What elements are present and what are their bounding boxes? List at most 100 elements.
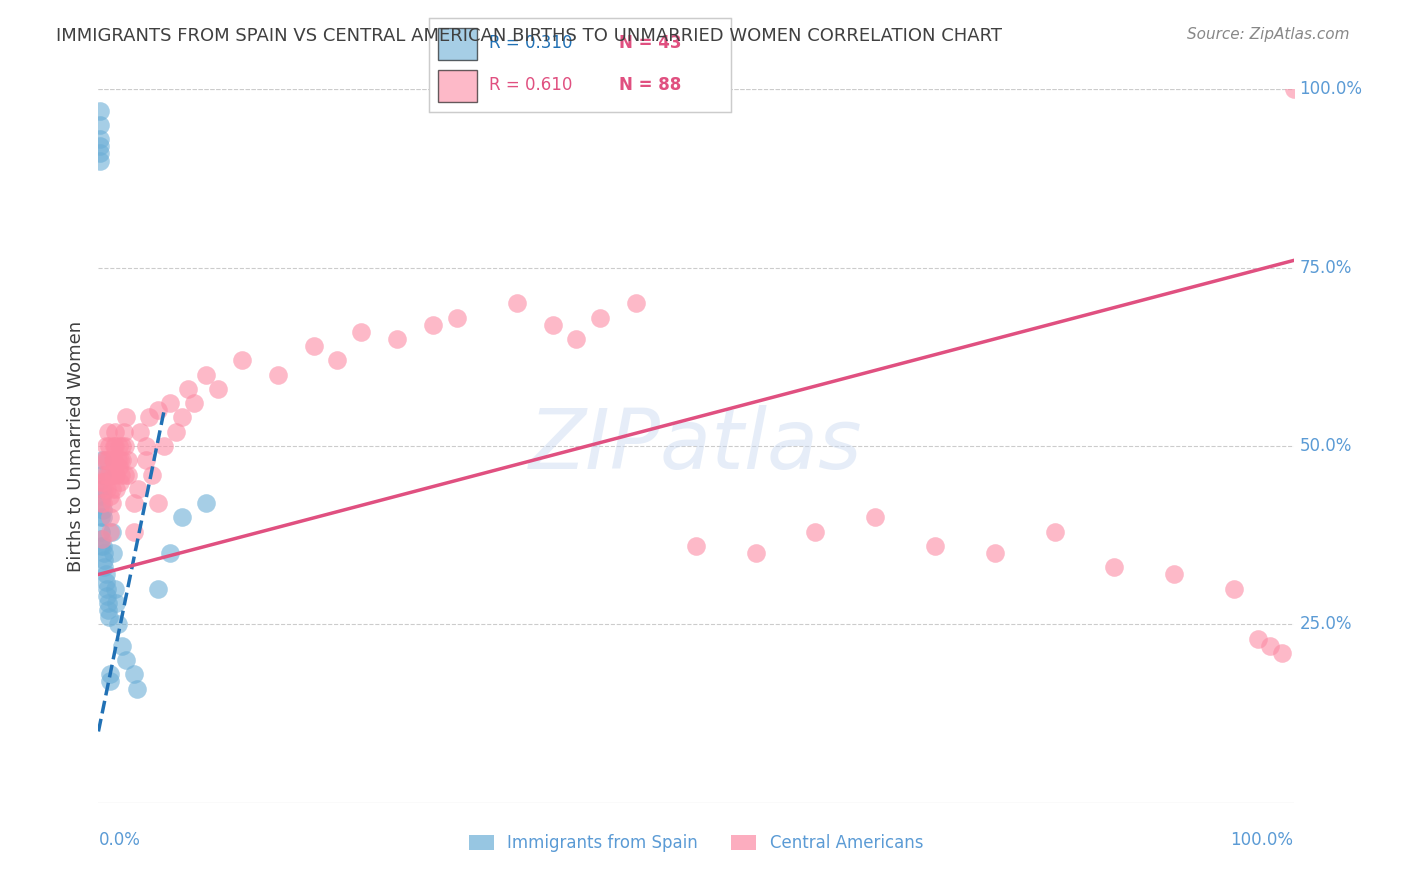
Point [101,453,124,467]
Text: IMMIGRANTS FROM SPAIN VS CENTRAL AMERICAN BIRTHS TO UNMARRIED WOMEN CORRELATION : IMMIGRANTS FROM SPAIN VS CENTRAL AMERICA… [56,27,1002,45]
Point [100,482,122,496]
Point [104,582,127,596]
Point [165,425,187,439]
Point [302,339,325,353]
Point [124,667,146,681]
Point [101,467,124,482]
Point [626,296,648,310]
Point [1104,560,1126,574]
Point [98,467,121,482]
Point [1282,82,1305,96]
Point [89,153,111,168]
Legend: Immigrants from Spain, Central Americans: Immigrants from Spain, Central Americans [463,828,929,859]
Point [98,510,122,524]
Point [91,453,114,467]
Point [141,467,163,482]
Point [90,539,112,553]
Point [422,318,444,332]
Point [96,482,118,496]
Point [110,467,132,482]
FancyBboxPatch shape [437,29,477,60]
Point [117,467,139,482]
Point [108,453,131,467]
Text: 25.0%: 25.0% [1299,615,1353,633]
Point [105,482,128,496]
Point [89,132,111,146]
Text: 0.0%: 0.0% [98,831,141,849]
Point [115,653,138,667]
Point [385,332,409,346]
Point [446,310,468,325]
Point [138,410,160,425]
Point [195,368,218,382]
Point [541,318,564,332]
Point [1258,639,1281,653]
Text: 50.0%: 50.0% [1299,437,1353,455]
Point [93,553,115,567]
Point [103,453,125,467]
Point [98,524,122,539]
Point [98,674,122,689]
Point [177,382,200,396]
Point [91,503,114,517]
Text: 100.0%: 100.0% [1230,831,1294,849]
Point [94,567,117,582]
Point [112,425,135,439]
Point [172,410,194,425]
Point [127,482,149,496]
Point [159,396,181,410]
Point [91,496,114,510]
Point [231,353,253,368]
Point [91,475,114,489]
Point [195,496,218,510]
Point [89,139,111,153]
Point [745,546,768,560]
Point [100,496,122,510]
Point [124,496,146,510]
Point [94,453,117,467]
Point [984,546,1007,560]
Point [115,410,138,425]
Point [100,524,122,539]
Text: 100.0%: 100.0% [1299,80,1362,98]
Point [153,439,176,453]
Point [103,439,125,453]
Point [93,560,115,574]
Point [91,482,114,496]
Point [90,510,112,524]
Point [135,453,157,467]
Point [1247,632,1270,646]
Point [129,425,152,439]
Point [107,460,129,475]
Point [91,510,114,524]
Point [90,496,112,510]
Point [125,681,148,696]
Point [108,475,131,489]
Point [1223,582,1246,596]
Point [90,524,112,539]
Point [865,510,887,524]
FancyBboxPatch shape [437,70,477,103]
Point [98,439,121,453]
Point [89,146,111,161]
Point [89,118,111,132]
Point [589,310,612,325]
Point [98,667,122,681]
Point [111,453,134,467]
Point [96,467,118,482]
Point [105,467,128,482]
Point [326,353,349,368]
Point [1271,646,1294,660]
Point [91,467,114,482]
Point [93,453,115,467]
Point [148,403,170,417]
Point [114,439,136,453]
Text: 75.0%: 75.0% [1299,259,1353,277]
Text: Source: ZipAtlas.com: Source: ZipAtlas.com [1187,27,1350,42]
Point [111,639,134,653]
Point [91,539,114,553]
Point [114,467,136,482]
Point [97,425,120,439]
Point [565,332,588,346]
Text: R = 0.310: R = 0.310 [489,34,572,52]
